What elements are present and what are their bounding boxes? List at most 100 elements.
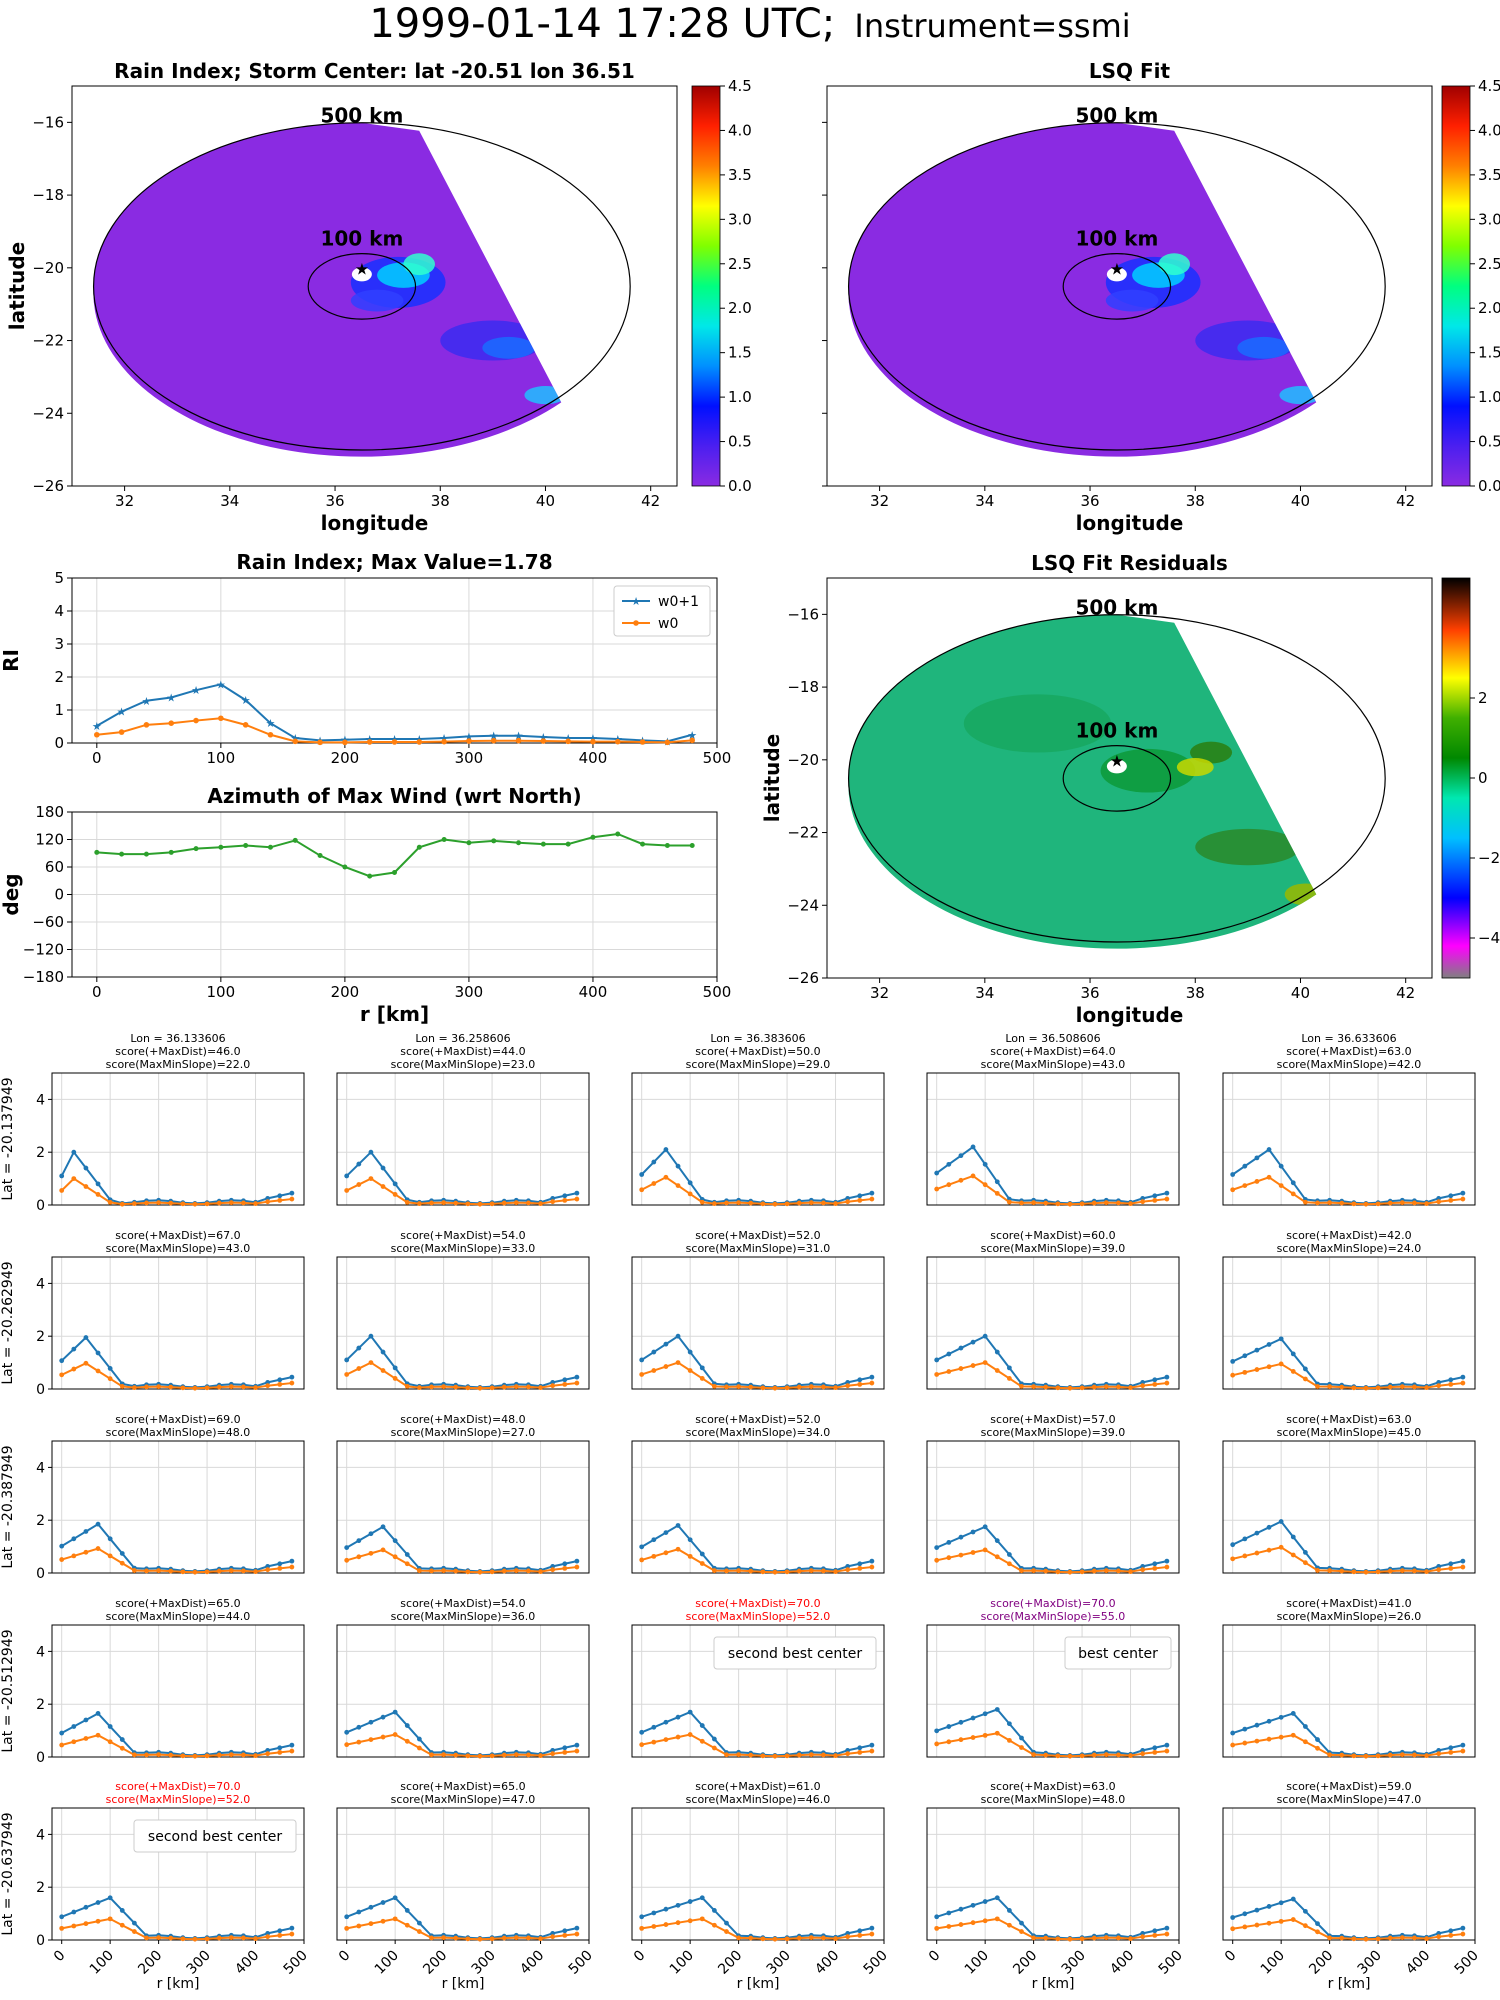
subplot-point xyxy=(1436,1748,1442,1753)
subplot-point xyxy=(1254,1367,1260,1372)
subplot-point xyxy=(453,1568,459,1574)
subplot-point xyxy=(368,1737,374,1743)
subplot-point xyxy=(934,1728,940,1734)
subplot-frame xyxy=(1222,1440,1476,1574)
subplot-point xyxy=(857,1565,863,1571)
subplot-point xyxy=(192,1753,198,1759)
subplot-point xyxy=(994,1190,1000,1196)
series-point xyxy=(317,739,323,746)
subplot-point xyxy=(663,1719,669,1725)
subplot-point xyxy=(356,1909,362,1915)
subplot-point xyxy=(429,1568,434,1574)
score-maxminslope: score(MaxMinSlope)=34.0 xyxy=(686,1426,831,1439)
subplot-r0-c2: score(+MaxDist)=50.0score(MaxMinSlope)=2… xyxy=(631,1032,885,1207)
x-tick-label: 0 xyxy=(1222,1948,1240,1966)
subplot-point xyxy=(489,1936,495,1942)
score-maxminslope: score(MaxMinSlope)=45.0 xyxy=(1277,1426,1422,1439)
subplot-point xyxy=(562,1932,568,1938)
score-maxdist: score(+MaxDist)=46.0 xyxy=(115,1045,240,1058)
subplot-point xyxy=(368,1719,374,1725)
subplot-point xyxy=(71,1176,77,1181)
subplot-point xyxy=(429,1752,434,1758)
subplot-frame xyxy=(631,1072,885,1206)
subplot-point xyxy=(368,1333,374,1339)
x-tick-label: 36 xyxy=(1080,984,1099,1002)
subplot-point xyxy=(119,1745,125,1751)
subplot-point xyxy=(1302,1366,1308,1372)
subplot-point xyxy=(934,1741,940,1747)
subplot-point xyxy=(833,1753,838,1759)
subplot-point xyxy=(675,1360,681,1365)
subplot-point xyxy=(131,1201,137,1207)
subplot-point xyxy=(1140,1380,1146,1385)
subplot-point xyxy=(289,1196,295,1202)
x-tick-label: 32 xyxy=(870,492,889,510)
subplot-point xyxy=(639,1372,645,1377)
subplot-point xyxy=(970,1550,976,1555)
subplot-line-w0 xyxy=(61,1362,292,1390)
subplot-point xyxy=(538,1569,543,1575)
subplot-point xyxy=(869,1931,875,1937)
subplot-legend-label: best center xyxy=(1078,1646,1158,1662)
radius-100km-circle xyxy=(1062,253,1172,320)
subplot-point xyxy=(808,1384,814,1390)
subplot-point xyxy=(1006,1561,1012,1567)
x-tick-label: 100 xyxy=(1258,1948,1288,1978)
row-lat-label: Lat = -20.637949 xyxy=(0,1812,16,1935)
subplot-point xyxy=(958,1366,964,1371)
colorbar-tick-label: 2.0 xyxy=(728,299,752,317)
subplot-point xyxy=(1055,1753,1061,1759)
subplot-point xyxy=(699,1738,705,1744)
series-point xyxy=(218,715,224,722)
subplot-frame xyxy=(51,1624,305,1758)
subplot-point xyxy=(277,1381,283,1387)
subplot-point xyxy=(1230,1372,1236,1378)
subplot-point xyxy=(1230,1542,1236,1548)
subplot-point xyxy=(368,1531,374,1537)
subplot-point xyxy=(946,1724,952,1729)
subplot-point xyxy=(845,1934,851,1940)
map-frame xyxy=(71,85,678,487)
subplot-point xyxy=(380,1714,386,1720)
subplot-point xyxy=(356,1739,362,1745)
subplot-point xyxy=(1140,1383,1146,1389)
subplot-frame xyxy=(1222,1256,1476,1390)
subplot-point xyxy=(994,1349,1000,1355)
subplot-point xyxy=(748,1568,754,1574)
subplot-point xyxy=(845,1380,851,1385)
subplot-point xyxy=(550,1931,556,1936)
subplot-point xyxy=(216,1568,222,1574)
subplot-point xyxy=(477,1385,483,1391)
subplot-point xyxy=(1043,1935,1049,1941)
subplot-point xyxy=(982,1547,988,1553)
subplot-point xyxy=(857,1932,863,1938)
x-tick-label: 38 xyxy=(431,492,450,510)
colorbar-fit xyxy=(1441,85,1471,487)
subplot-point xyxy=(131,1385,137,1391)
y-tick-label: −22 xyxy=(787,824,819,842)
y-tick-label: 2 xyxy=(36,1513,45,1529)
subplot-point xyxy=(994,1368,1000,1373)
x-tick-label: 200 xyxy=(331,983,360,1001)
subplot-point xyxy=(289,1931,295,1937)
subplot-point xyxy=(241,1935,246,1941)
colorbar-tick-label: 1.5 xyxy=(728,344,752,362)
subplot-point xyxy=(1387,1935,1393,1941)
subplot-point xyxy=(1266,1920,1272,1926)
subplot-point xyxy=(1019,1929,1024,1934)
x-tick-label: 300 xyxy=(469,1948,499,1978)
subplot-point xyxy=(663,1147,669,1152)
subplot-point xyxy=(253,1936,258,1942)
subplot-point xyxy=(1254,1530,1260,1536)
subplot-point xyxy=(1140,1564,1146,1569)
subplot-point xyxy=(639,1925,645,1931)
y-tick-label: 2 xyxy=(36,1329,45,1345)
series-point xyxy=(193,717,199,724)
subplot-point xyxy=(651,1368,657,1373)
score-maxminslope: score(MaxMinSlope)=55.0 xyxy=(981,1610,1126,1623)
y-tick-label: 4 xyxy=(36,1092,45,1108)
subplot-point xyxy=(277,1932,283,1938)
subplot-point xyxy=(380,1165,386,1171)
subplot-point xyxy=(711,1922,717,1928)
subplot-point xyxy=(736,1752,742,1758)
